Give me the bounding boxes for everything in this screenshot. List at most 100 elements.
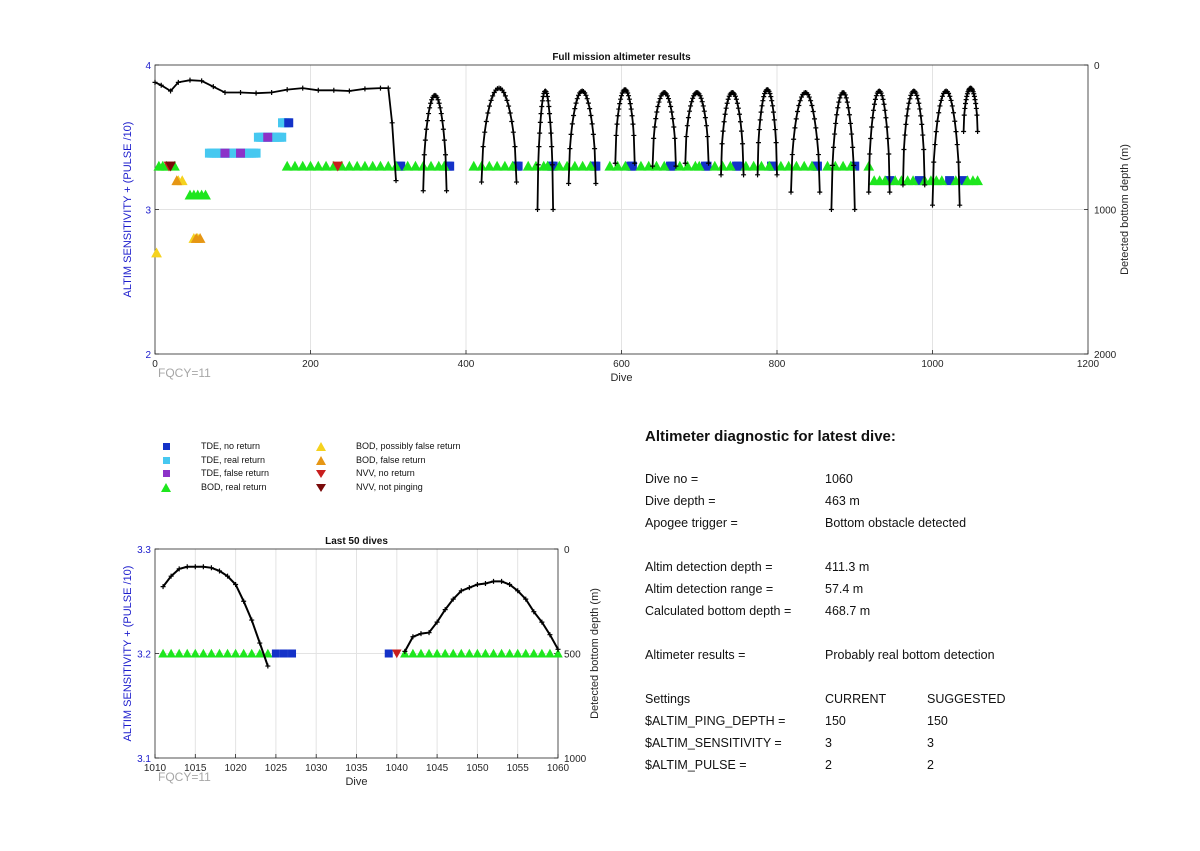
depth-point bbox=[544, 93, 550, 99]
depth-point bbox=[504, 97, 510, 103]
marker-bod-real-return bbox=[230, 648, 241, 658]
marker-bod-real-return bbox=[312, 160, 324, 171]
depth-point bbox=[755, 172, 761, 178]
depth-point bbox=[843, 95, 849, 101]
depth-point bbox=[208, 565, 214, 571]
depth-point bbox=[922, 182, 928, 188]
legend-marker-icon bbox=[163, 470, 170, 477]
marker-bod-real-return bbox=[709, 160, 721, 171]
depth-point bbox=[538, 111, 544, 117]
y-tick-label: 3.1 bbox=[137, 754, 151, 765]
y-tick-label: 2 bbox=[145, 350, 151, 361]
marker-bod-real-return bbox=[425, 160, 437, 171]
setting-row: $ALTIM_SENSITIVITY = 3 3 bbox=[645, 732, 1165, 754]
marker-bod-real-return bbox=[577, 160, 589, 171]
legend-marker-icon bbox=[316, 483, 326, 492]
depth-point bbox=[885, 135, 891, 141]
setting-row: $ALTIM_PULSE = 2 2 bbox=[645, 754, 1165, 776]
depth-point bbox=[249, 617, 255, 623]
depth-point bbox=[905, 106, 911, 112]
depth-point bbox=[474, 582, 480, 588]
depth-point bbox=[873, 93, 879, 99]
x-tick-label: 1020 bbox=[224, 763, 247, 774]
marker-bod-real-return bbox=[936, 175, 948, 186]
depth-point bbox=[836, 99, 842, 105]
depth-point bbox=[832, 131, 838, 137]
marker-bod-real-return bbox=[529, 648, 539, 658]
marker-tde-false-return bbox=[263, 132, 273, 142]
fqcy-annotation: FQCY=11 bbox=[158, 366, 211, 380]
depth-point bbox=[200, 564, 206, 570]
marker-bod-real-return bbox=[522, 160, 534, 171]
depth-point bbox=[963, 97, 969, 103]
marker-bod-possibly-false bbox=[151, 247, 162, 258]
depth-point bbox=[906, 100, 912, 106]
depth-point bbox=[549, 162, 555, 168]
depth-point bbox=[773, 140, 779, 146]
apogee-label: Apogee trigger = bbox=[645, 516, 738, 530]
y-tick-label: 3 bbox=[145, 206, 151, 217]
depth-point bbox=[614, 121, 620, 127]
depth-point bbox=[973, 105, 979, 111]
depth-point bbox=[879, 93, 885, 99]
depth-point bbox=[377, 85, 383, 91]
marker-nvv-not-pinging bbox=[165, 161, 176, 172]
marker-bod-real-return bbox=[483, 160, 495, 171]
depth-point bbox=[184, 564, 190, 570]
marker-tde-no-return bbox=[733, 161, 743, 171]
depth-point bbox=[585, 100, 591, 106]
legend-marker-icon bbox=[316, 455, 326, 465]
x-tick-label: 1000 bbox=[921, 359, 944, 370]
depth-point bbox=[796, 102, 802, 108]
depth-point bbox=[908, 92, 914, 98]
depth-point bbox=[690, 95, 696, 101]
marker-tde-no-return bbox=[279, 649, 288, 658]
depth-point bbox=[515, 588, 521, 594]
depth-point bbox=[689, 99, 695, 105]
marker-bod-real-return bbox=[569, 160, 581, 171]
depth-point bbox=[548, 130, 554, 136]
depth-point bbox=[833, 120, 839, 126]
depth-point bbox=[410, 634, 416, 640]
depth-point bbox=[444, 188, 450, 194]
y-axis-label: ALTIM SENSITIVITY + (PULSE /10) bbox=[122, 566, 134, 742]
legend-label: NVV, not pinging bbox=[356, 481, 423, 492]
x-tick-label: 0 bbox=[152, 359, 158, 370]
depth-point bbox=[810, 108, 816, 114]
marker-bod-real-return bbox=[619, 160, 631, 171]
last-50-dives-chart: 1010 1015 1020 1025 1030 1035 1040 1045 1050 1055… bbox=[122, 536, 601, 788]
depth-point bbox=[868, 135, 874, 141]
marker-bod-real-return bbox=[254, 648, 265, 658]
depth-point bbox=[951, 110, 957, 116]
depth-point bbox=[670, 116, 676, 122]
depth-point bbox=[615, 113, 621, 119]
legend-label: BOD, false return bbox=[356, 454, 426, 465]
depth-point bbox=[850, 144, 856, 150]
x-tick-label: 200 bbox=[302, 359, 319, 370]
depth-point bbox=[653, 116, 659, 122]
depth-point bbox=[568, 131, 574, 137]
depth-point bbox=[937, 103, 943, 109]
marker-bod-real-return bbox=[693, 160, 705, 171]
x-tick-label: 1060 bbox=[547, 763, 570, 774]
depth-point bbox=[536, 144, 542, 150]
marker-bod-real-return bbox=[499, 160, 511, 171]
current-header: CURRENT bbox=[825, 692, 887, 706]
depth-point bbox=[567, 146, 573, 152]
marker-bod-real-return bbox=[416, 648, 426, 658]
marker-bod-real-return bbox=[472, 648, 483, 658]
depth-point bbox=[725, 96, 731, 102]
marker-tde-no-return bbox=[288, 649, 297, 658]
y2-tick-label: 2000 bbox=[1094, 350, 1117, 361]
depth-point bbox=[192, 564, 198, 570]
depth-point bbox=[424, 118, 430, 124]
marker-bod-real-return bbox=[674, 160, 686, 171]
depth-point bbox=[971, 91, 977, 97]
depth-trace-line bbox=[684, 91, 710, 164]
depth-point bbox=[920, 132, 926, 138]
depth-point bbox=[722, 111, 728, 117]
depth-point bbox=[651, 135, 657, 141]
depth-point bbox=[919, 121, 925, 127]
marker-tde-no-return bbox=[850, 161, 860, 171]
marker-bod-false-return bbox=[194, 233, 206, 243]
